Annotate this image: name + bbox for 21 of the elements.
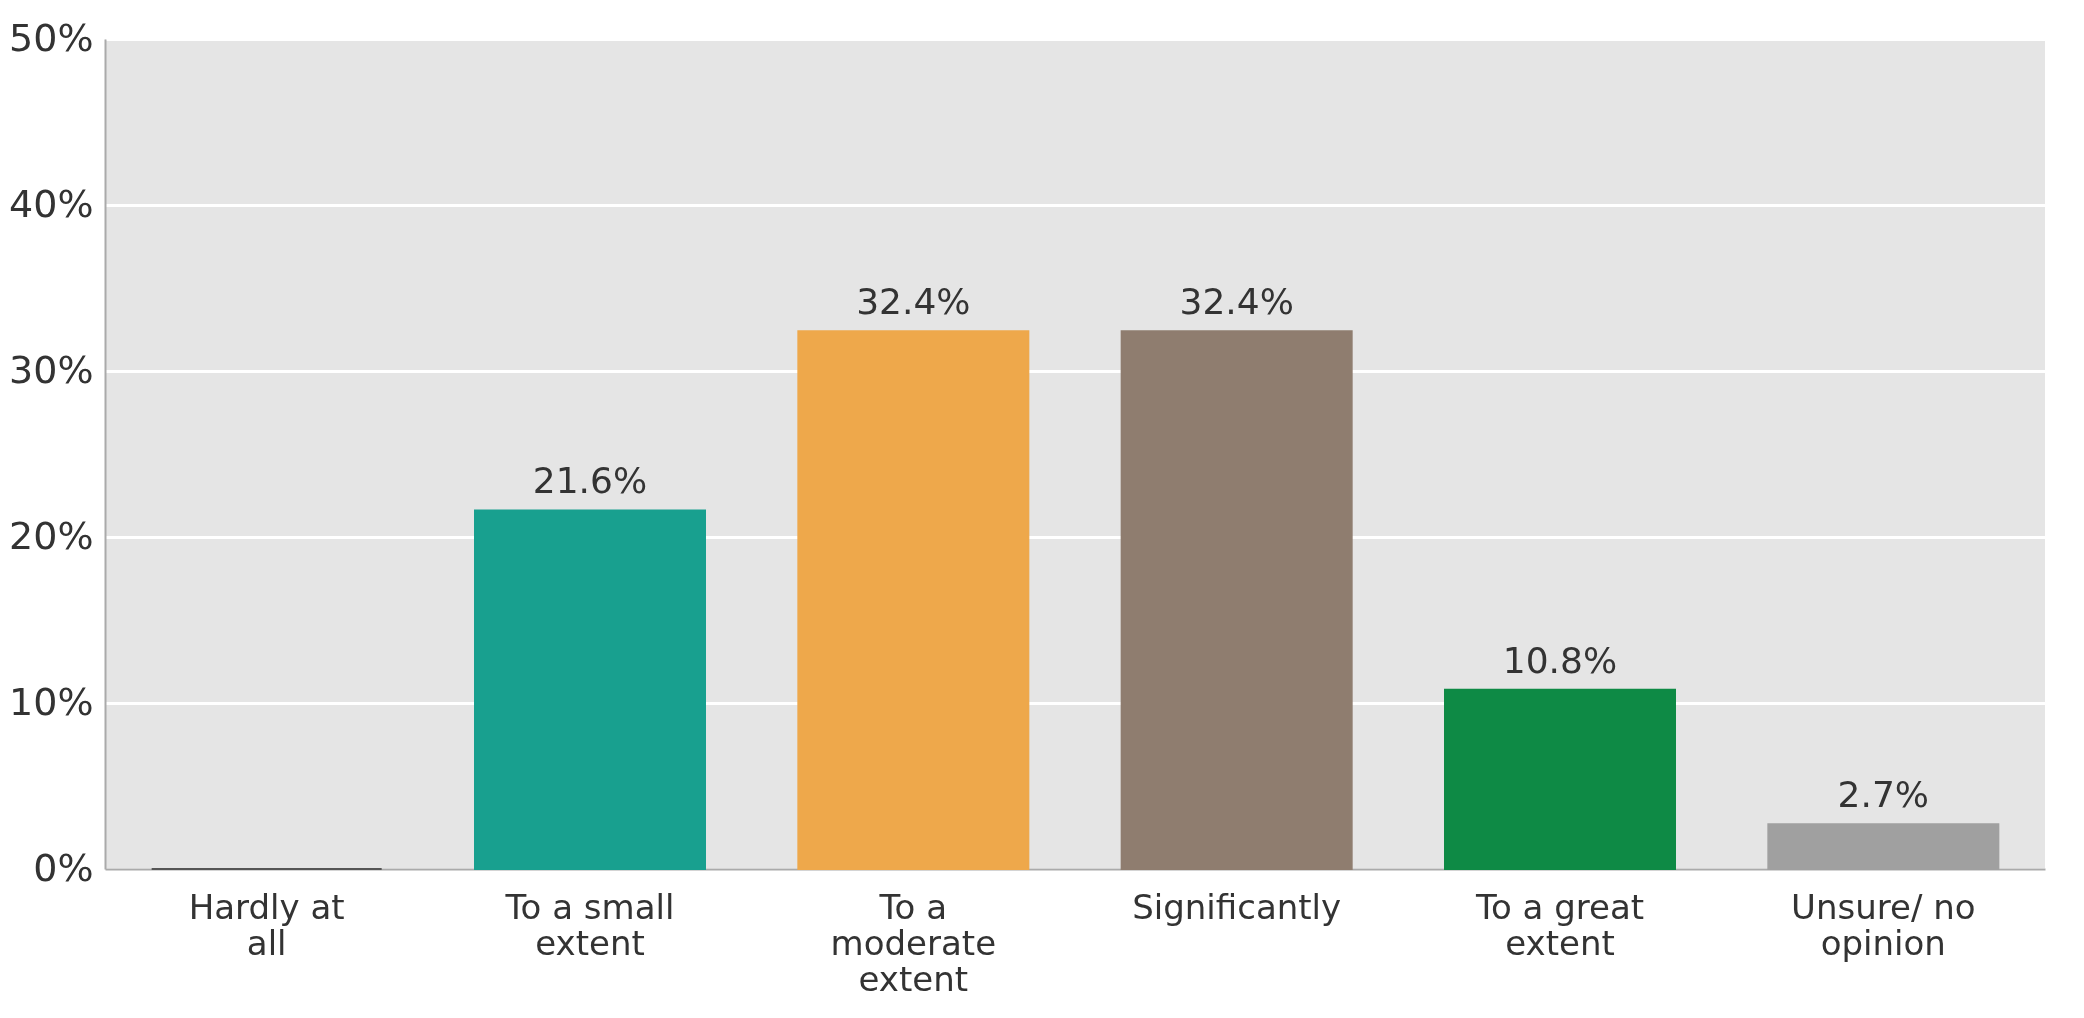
data-label: 10.8% (1502, 639, 1618, 681)
y-tick-label: 0% (33, 845, 94, 890)
data-label: 32.4% (856, 281, 971, 323)
y-tick-label: 50% (9, 15, 94, 60)
bar (1444, 688, 1676, 870)
data-label: 2.7% (1837, 774, 1930, 816)
y-tick-label: 30% (9, 347, 94, 392)
x-tick-label: Unsure/ no opinion (1791, 886, 1976, 963)
x-tick-label: To a moderate extent (830, 886, 997, 999)
y-tick-label: 10% (9, 679, 94, 724)
bar (474, 509, 706, 870)
data-label: 21.6% (532, 460, 648, 502)
data-label: 32.4% (1179, 281, 1294, 323)
x-tick-label: To a small extent (504, 886, 675, 963)
x-tick-label: Hardly at all (188, 886, 345, 963)
y-tick-label: 40% (9, 181, 94, 226)
bar (797, 330, 1030, 870)
y-tick-label: 20% (9, 513, 94, 558)
x-tick-label: To a great extent (1474, 886, 1645, 963)
x-tick-label: Significantly (1132, 886, 1342, 927)
bar (1120, 330, 1353, 870)
